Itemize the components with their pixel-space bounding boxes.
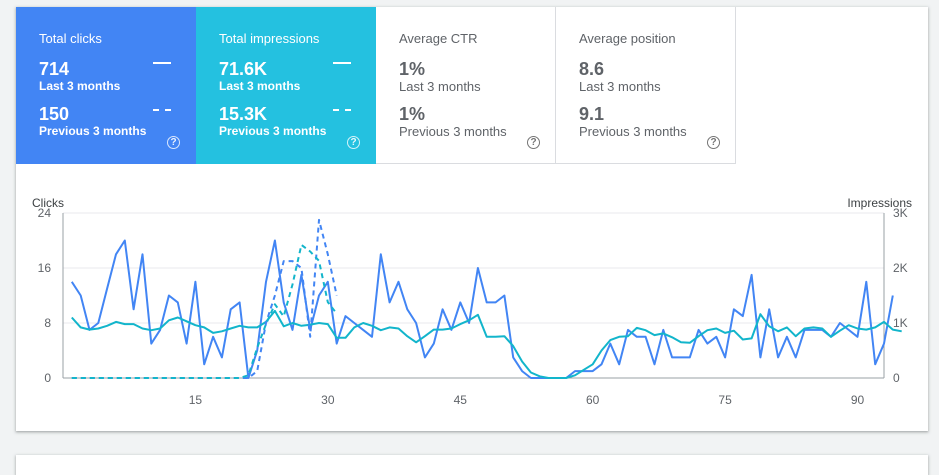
help-icon[interactable]: ? [707,136,720,149]
current-value: 714 [39,59,70,79]
next-card [16,455,928,475]
previous-period: Previous 3 months [39,124,147,138]
previous-value: 15.3K [219,104,268,124]
left-tick-label: 8 [44,316,51,330]
x-tick-label: 75 [718,393,732,407]
tile-label: Average position [579,31,676,46]
current-value: 8.6 [579,59,605,79]
tile-label: Total impressions [219,31,320,46]
left-tick-label: 24 [38,206,52,220]
current-period: Last 3 months [399,79,481,94]
dashed-line-legend-icon [333,109,351,111]
x-tick-label: 15 [189,393,203,407]
x-tick-label: 90 [851,393,865,407]
x-tick-label: 30 [321,393,335,407]
right-tick-label: 2K [893,261,908,275]
help-icon[interactable]: ? [527,136,540,149]
x-tick-label: 60 [586,393,600,407]
tile-average-ctr[interactable]: Average CTR 1% Last 3 months 1% Previous… [376,7,556,164]
tile-label: Total clicks [39,31,102,46]
right-axis-title: Impressions [847,196,912,210]
previous-period: Previous 3 months [399,124,507,139]
series-clicks-previous [71,218,338,379]
previous-period: Previous 3 months [219,124,327,138]
help-icon[interactable]: ? [347,136,360,149]
help-icon[interactable]: ? [167,136,180,149]
metric-tiles: Total clicks 714 Last 3 months 150 Previ… [16,7,736,164]
tile-average-position[interactable]: Average position 8.6 Last 3 months 9.1 P… [556,7,736,164]
previous-value: 9.1 [579,104,605,124]
series-lines [70,218,902,379]
solid-line-legend-icon [333,62,351,64]
series-impressions-previous [71,243,338,379]
right-tick-label: 0 [893,371,900,385]
previous-value: 150 [39,104,70,124]
left-axis-title: Clicks [32,196,64,210]
previous-period: Previous 3 months [579,124,687,139]
right-tick-label: 1K [893,316,908,330]
left-tick-label: 16 [38,261,52,275]
current-period: Last 3 months [39,79,121,93]
right-tick-label: 3K [893,206,908,220]
x-tick-label: 45 [454,393,468,407]
current-period: Last 3 months [219,79,301,93]
series-clicks-current [70,239,894,379]
tile-total-clicks[interactable]: Total clicks 714 Last 3 months 150 Previ… [16,7,196,164]
tile-label: Average CTR [399,31,478,46]
dashed-line-legend-icon [153,109,171,111]
current-period: Last 3 months [579,79,661,94]
axis-ticks: 0 0 8 1K 16 2K 24 3K 15 30 45 60 75 90 [38,206,908,407]
solid-line-legend-icon [153,62,171,64]
performance-chart[interactable]: Clicks Impressions 0 0 8 1K 16 2K 24 3K 15 30 45 60… [16,182,928,422]
current-value: 71.6K [219,59,268,79]
previous-value: 1% [399,104,426,124]
tile-total-impressions[interactable]: Total impressions 71.6K Last 3 months 15… [196,7,376,164]
left-tick-label: 0 [44,371,51,385]
performance-card: Total clicks 714 Last 3 months 150 Previ… [16,7,928,431]
current-value: 1% [399,59,426,79]
series-impressions-current [71,309,902,379]
